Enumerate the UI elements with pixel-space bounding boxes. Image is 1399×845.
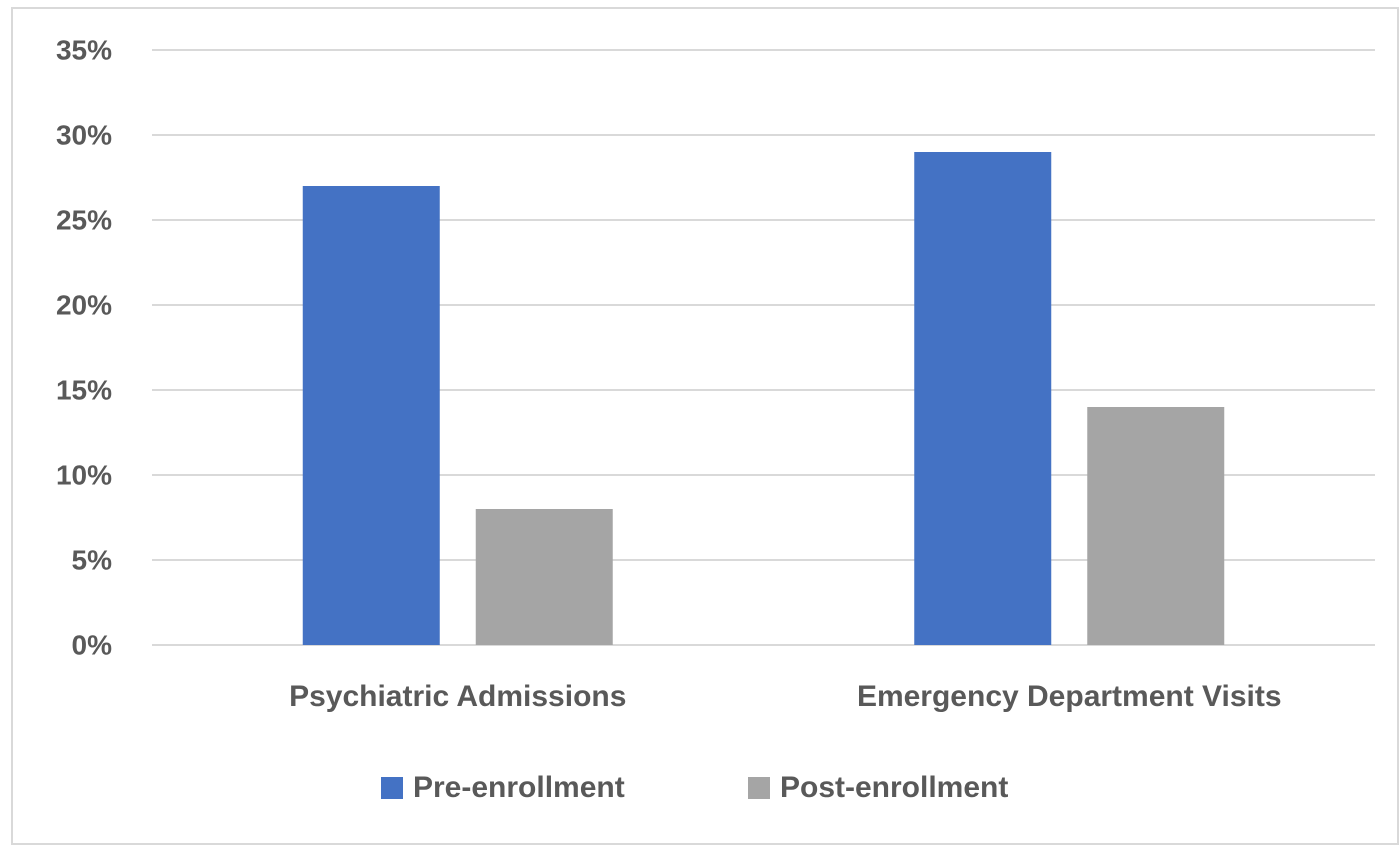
y-tick-label: 35%: [56, 34, 112, 65]
y-tick-label: 25%: [56, 204, 112, 235]
legend-swatch: [748, 777, 770, 799]
y-tick-label: 10%: [56, 459, 112, 490]
legend-label: Pre-enrollment: [413, 771, 625, 804]
y-tick-label: 0%: [72, 629, 113, 660]
bar: [1087, 407, 1225, 645]
legend-label: Post-enrollment: [780, 771, 1008, 804]
x-tick-label: Emergency Department Visits: [857, 680, 1282, 713]
y-tick-label: 15%: [56, 374, 112, 405]
bar: [302, 186, 440, 645]
bar: [914, 152, 1052, 645]
y-tick-label: 5%: [72, 544, 113, 575]
x-tick-label: Psychiatric Admissions: [289, 680, 626, 713]
y-tick-label: 20%: [56, 289, 112, 320]
chart-frame: [11, 7, 1399, 845]
y-tick-label: 30%: [56, 119, 112, 150]
legend-swatch: [381, 777, 403, 799]
bar: [475, 509, 613, 645]
